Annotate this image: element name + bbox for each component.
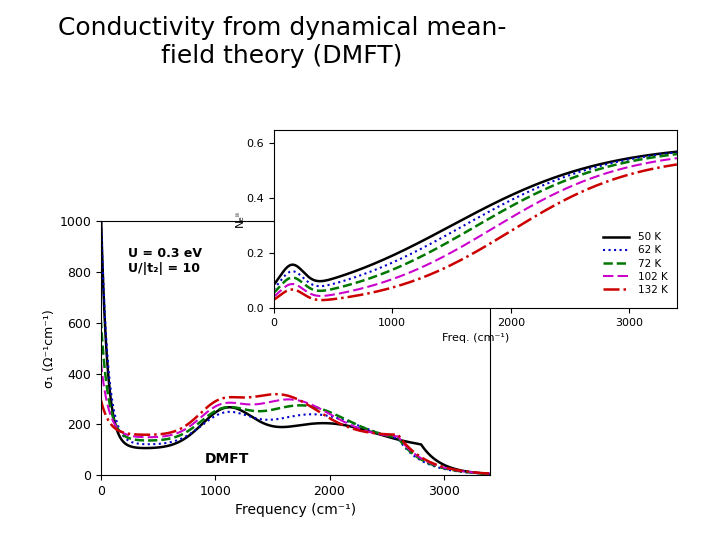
Text: DMFT: DMFT	[204, 452, 249, 466]
X-axis label: Freq. (cm⁻¹): Freq. (cm⁻¹)	[441, 333, 509, 343]
Y-axis label: σ₁ (Ω⁻¹cm⁻¹): σ₁ (Ω⁻¹cm⁻¹)	[43, 309, 56, 388]
Text: Conductivity from dynamical mean-
field theory (DMFT): Conductivity from dynamical mean- field …	[58, 16, 506, 68]
X-axis label: Frequency (cm⁻¹): Frequency (cm⁻¹)	[235, 503, 356, 517]
Legend: 50 K, 62 K, 72 K, 102 K, 132 K: 50 K, 62 K, 72 K, 102 K, 132 K	[599, 228, 672, 299]
Y-axis label: Nₑⁱⁱ: Nₑⁱⁱ	[235, 210, 245, 227]
Text: U = 0.3 eV
U/|t₂| = 10: U = 0.3 eV U/|t₂| = 10	[128, 247, 202, 275]
